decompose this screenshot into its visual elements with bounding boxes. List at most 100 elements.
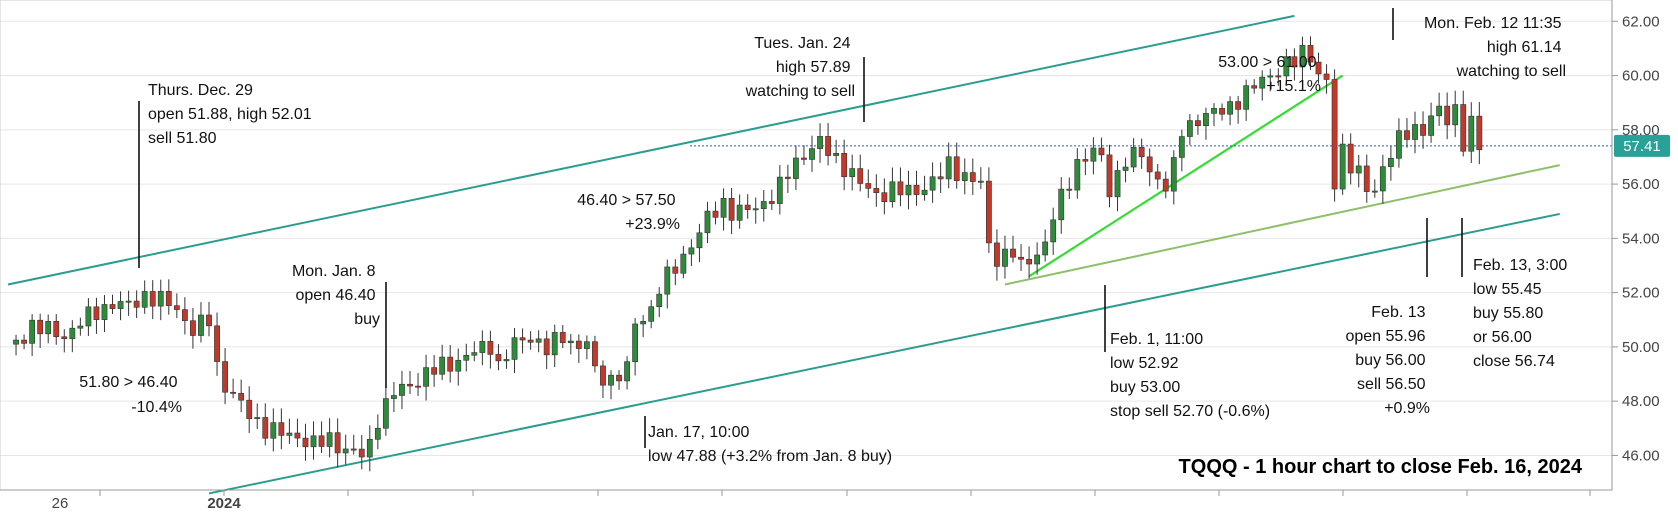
candle-body <box>712 210 719 218</box>
candle-body <box>640 321 647 325</box>
candle-body <box>511 337 518 360</box>
candle-body <box>833 153 840 156</box>
candle-body <box>1178 136 1185 158</box>
annotation-drop-pct: 51.80 > 46.40 -10.4% <box>79 374 182 416</box>
candle-body <box>254 417 261 419</box>
candle-body <box>246 399 253 419</box>
candle-body <box>1026 258 1032 265</box>
candle-body <box>1203 113 1209 127</box>
candle-body <box>1018 256 1024 260</box>
trendline-channel-1 <box>208 212 1560 495</box>
candle-body <box>1428 115 1434 136</box>
candle-body <box>173 305 180 310</box>
annotation-jan17: Jan. 17, 10:00 low 47.88 (+3.2% from Jan… <box>648 424 892 465</box>
candle-body <box>1066 188 1073 191</box>
candle-body <box>1267 75 1274 78</box>
candle-body <box>278 422 285 436</box>
annotation-rise-pct-1: 46.40 > 57.50 +23.9% <box>577 192 680 233</box>
candle-body <box>1251 85 1258 89</box>
candle-body <box>1339 143 1346 190</box>
candle-body <box>865 183 872 189</box>
candle-body <box>977 180 984 183</box>
candle-body <box>985 180 992 244</box>
candle-body <box>801 157 807 160</box>
candle-body <box>825 136 831 156</box>
candle-body <box>53 321 60 338</box>
candle-body <box>784 176 791 179</box>
candle-body <box>1186 120 1193 137</box>
candle-body <box>1130 147 1137 168</box>
candle-body <box>752 208 759 211</box>
last-price-tag-bg <box>1614 134 1670 157</box>
candle-body <box>921 189 928 195</box>
y-tick-label-3: 52.00 <box>1622 285 1660 302</box>
candle-body <box>455 359 462 372</box>
candle-body <box>720 197 727 218</box>
candle-body <box>1227 101 1233 115</box>
candle-body <box>1412 124 1418 140</box>
candle-body <box>374 427 381 440</box>
chart-title: TQQQ - 1 hour chart to close Feb. 16, 20… <box>1179 456 1583 478</box>
candle-body <box>648 306 655 322</box>
candle-body <box>37 319 44 335</box>
annotation-feb1: Feb. 1, 11:00 low 52.92 buy 53.00 stop s… <box>1110 331 1270 420</box>
y-tick-label-1: 48.00 <box>1622 393 1660 410</box>
candle-body <box>181 309 188 321</box>
candle-body <box>1034 254 1041 265</box>
candle-body <box>616 374 622 382</box>
trendline-support-2 <box>1004 164 1560 286</box>
candle-body <box>873 188 880 193</box>
candle-body <box>399 383 405 396</box>
candle-body <box>358 448 365 458</box>
last-price-value: 57.41 <box>1623 138 1661 155</box>
candle-body <box>286 432 293 436</box>
candle-body <box>624 361 630 382</box>
annotation-feb13: Feb. 13 open 55.96 buy 56.00 sell 56.50 … <box>1345 304 1430 417</box>
candle-body <box>527 339 534 343</box>
candle-body <box>262 417 269 439</box>
candle-body <box>535 338 542 343</box>
candle-body <box>238 393 245 401</box>
candle-body <box>809 148 815 160</box>
candle-body <box>793 157 799 179</box>
candle-body <box>656 293 663 308</box>
candle-body <box>728 197 735 221</box>
gridlines <box>0 20 1612 456</box>
candle-body <box>1138 147 1145 158</box>
candle-body <box>69 327 76 340</box>
candle-body <box>1283 56 1290 77</box>
trendline-channel-0 <box>7 14 1295 286</box>
candle-body <box>905 184 912 196</box>
candle-body <box>391 395 397 399</box>
candle-body <box>77 325 84 329</box>
candle-body <box>1259 76 1266 89</box>
y-tick-label-2: 50.00 <box>1622 339 1660 356</box>
candle-body <box>736 204 743 221</box>
candle-body <box>1050 219 1057 243</box>
candle-body <box>551 332 558 356</box>
candle-body <box>1002 248 1008 267</box>
candle-body <box>1363 165 1370 192</box>
candle-body <box>1331 79 1338 190</box>
candle-body <box>543 338 550 356</box>
candle-body <box>61 336 68 340</box>
last-price-tag: 57.41 <box>1614 134 1670 157</box>
candle-body <box>1347 143 1354 174</box>
candle-body <box>350 448 357 451</box>
candle-body <box>841 153 848 178</box>
candle-body <box>600 365 606 386</box>
candle-body <box>125 300 132 303</box>
candle-body <box>447 356 454 372</box>
candle-body <box>294 432 301 439</box>
candle-body <box>696 232 703 249</box>
annotation-jan24: Tues. Jan. 24 high 57.89 watching to sel… <box>745 35 855 100</box>
candle-body <box>1379 166 1386 192</box>
candle-body <box>1275 75 1282 78</box>
y-tick-label-7: 60.00 <box>1622 68 1660 85</box>
candle-body <box>632 323 639 362</box>
candle-body <box>117 301 124 309</box>
candle-body <box>165 290 172 306</box>
candle-body <box>1371 190 1378 193</box>
candle-body <box>897 181 904 196</box>
